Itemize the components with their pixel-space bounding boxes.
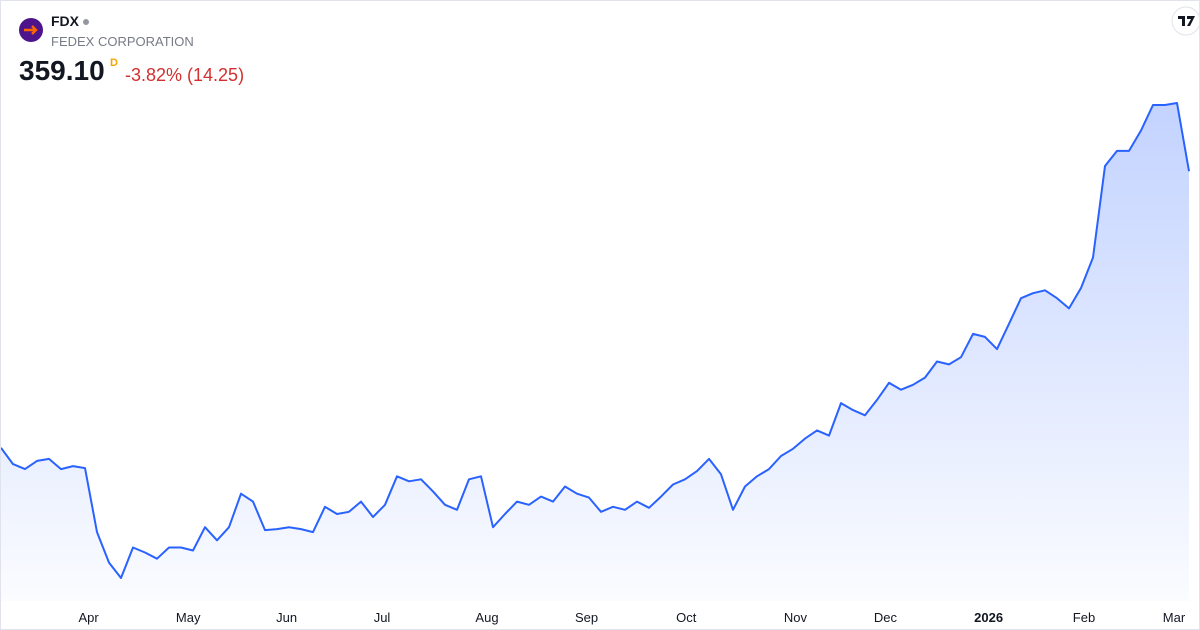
x-tick-label: Dec — [874, 610, 898, 625]
price-flag: D — [110, 57, 118, 69]
symbol: FDX — [51, 13, 89, 29]
x-tick-label: Sep — [575, 610, 598, 625]
price-line — [1, 102, 1190, 579]
x-tick-label: Nov — [784, 610, 808, 625]
company-name: FEDEX CORPORATION — [51, 34, 194, 49]
tv-logo[interactable] — [1171, 6, 1199, 36]
x-tick-label: May — [176, 610, 201, 625]
x-tick-label: Apr — [78, 610, 99, 625]
price: 359.10 — [19, 55, 105, 86]
x-tick-label: Mar — [1163, 610, 1186, 625]
x-tick-label: 2026 — [974, 610, 1003, 625]
tv-logo-mark — [1178, 16, 1195, 26]
change: -3.82% (14.25) — [125, 65, 245, 85]
x-tick-label: Aug — [475, 610, 498, 625]
symbol-text: FDX — [51, 13, 79, 29]
x-tick-label: Jun — [276, 610, 297, 625]
area-fill — [1, 103, 1189, 601]
x-tick-label: Oct — [676, 610, 697, 625]
x-tick-label: Feb — [1073, 610, 1095, 625]
logo-arrow — [24, 25, 38, 35]
x-tick-label: Jul — [374, 610, 391, 625]
